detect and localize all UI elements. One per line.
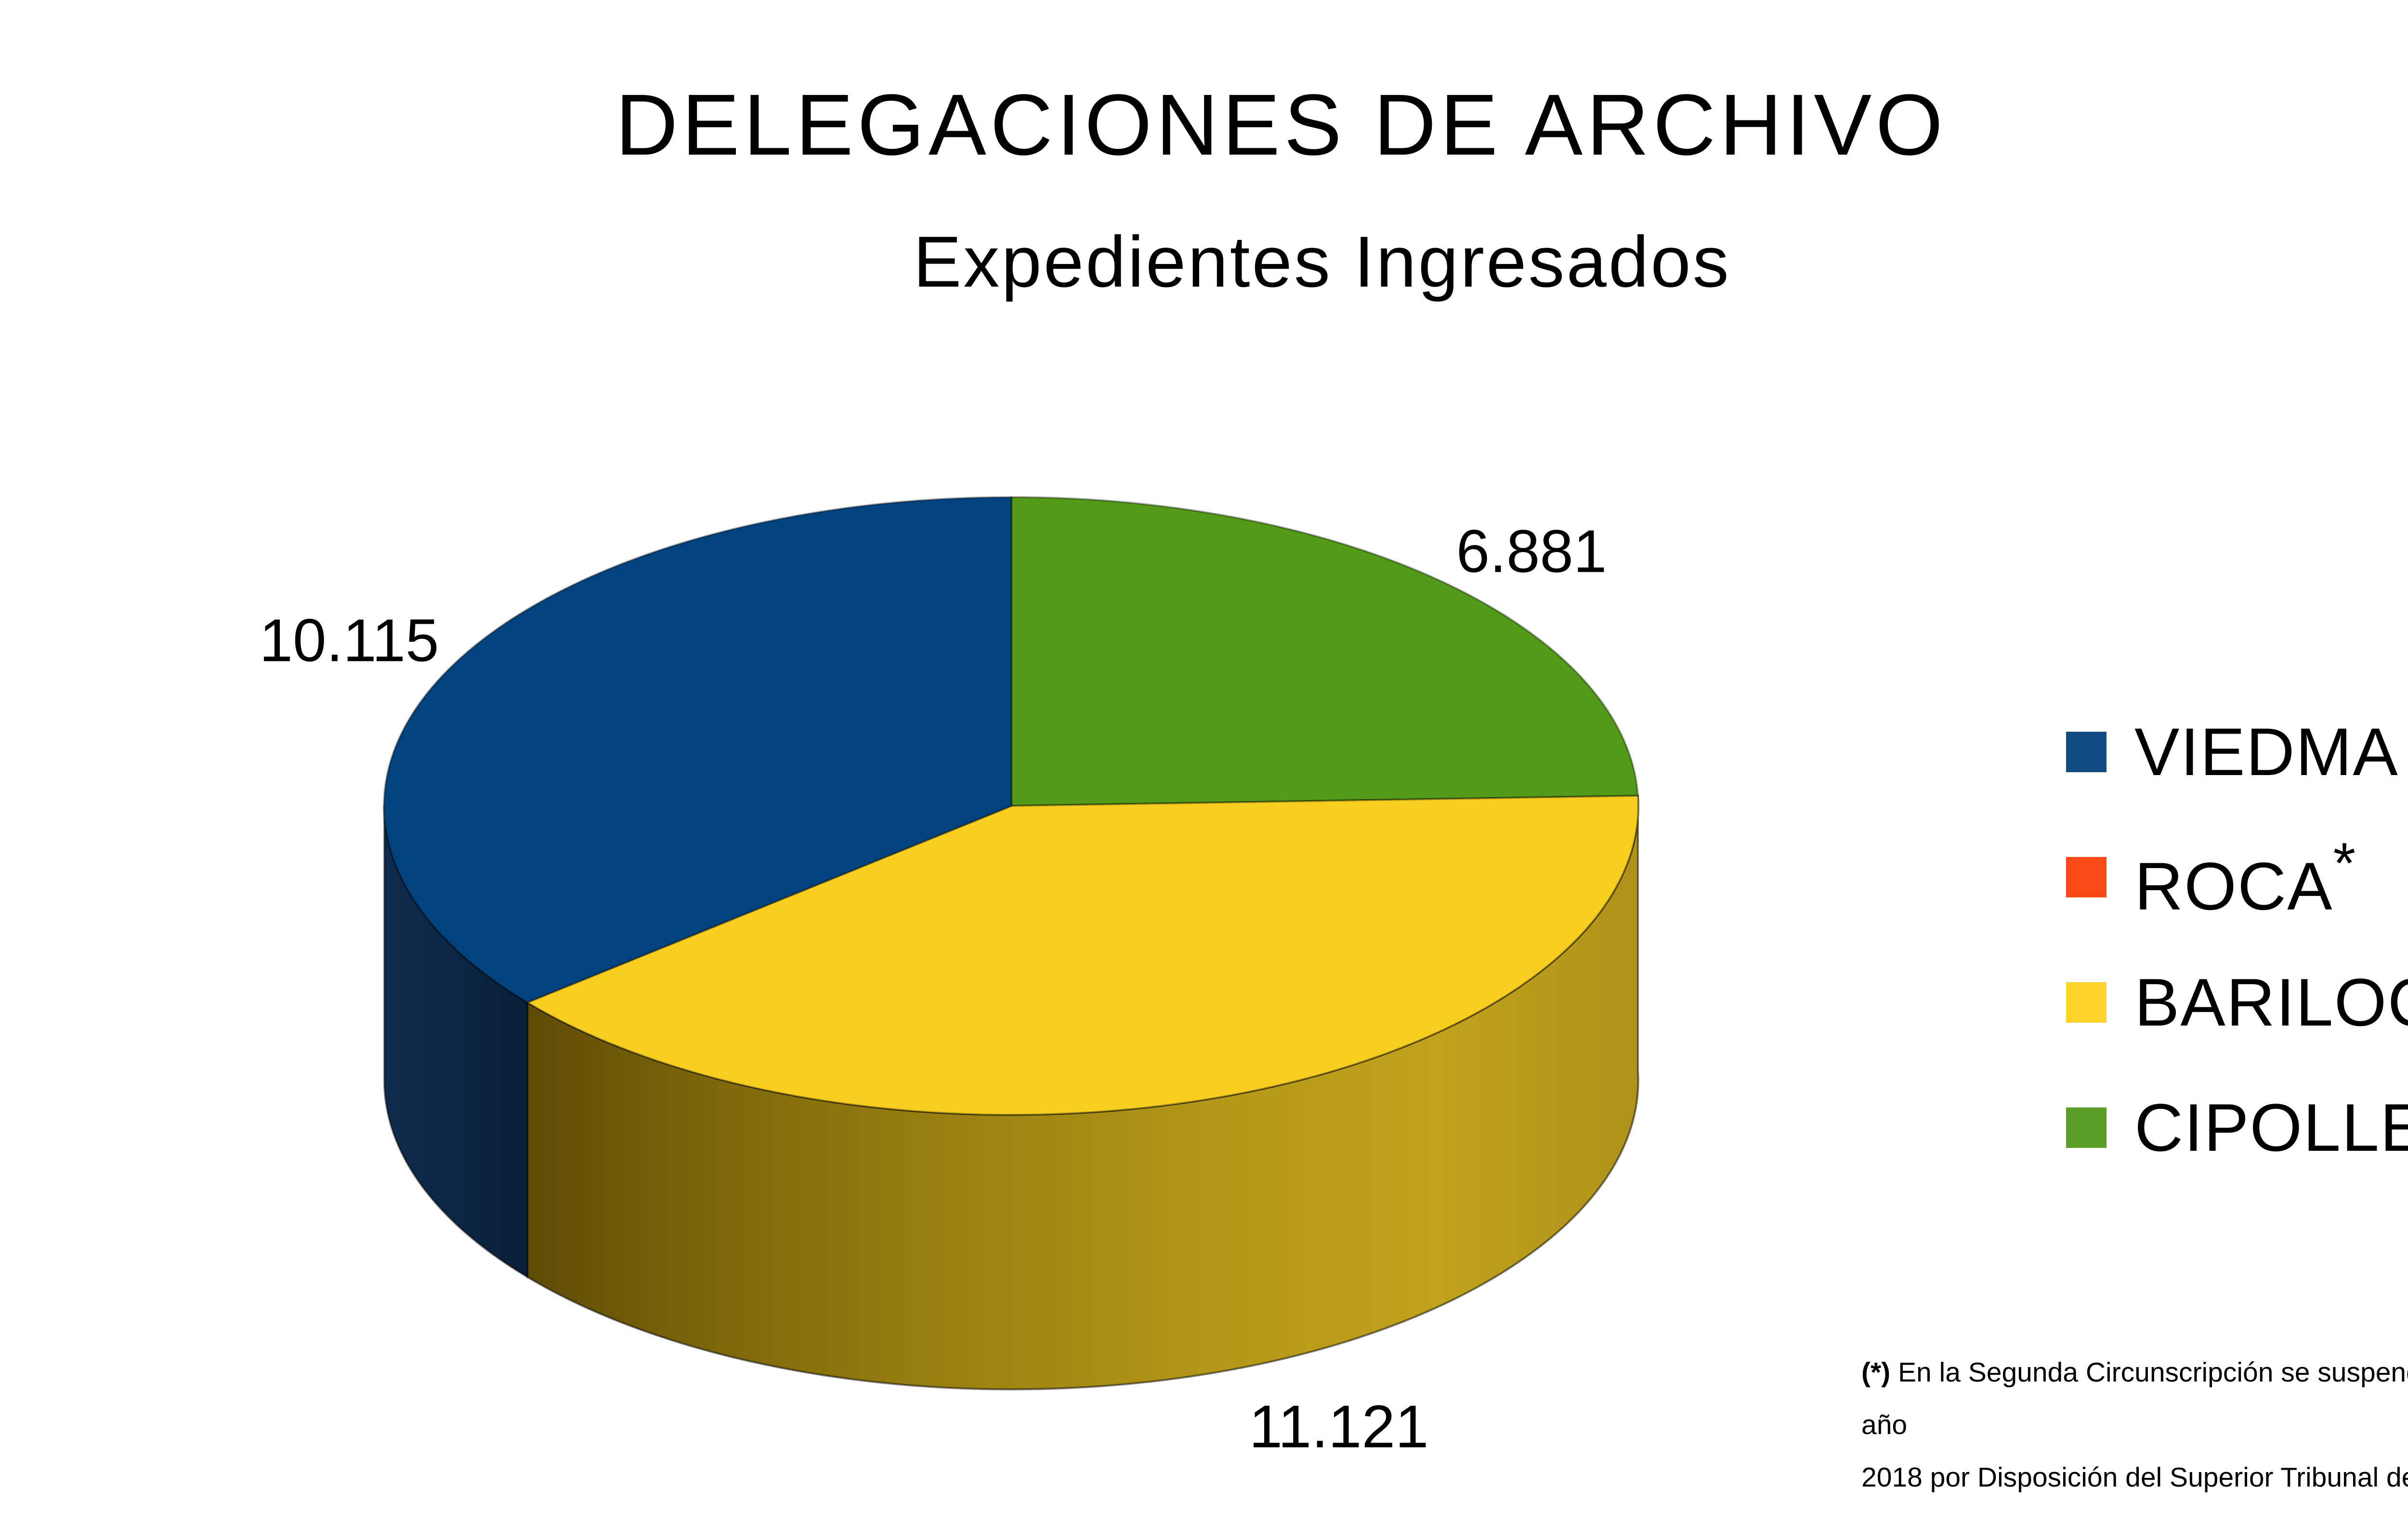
pie-slice-bariloche (526, 795, 1639, 1116)
pie-slice-cipolletti (1010, 496, 1639, 807)
legend-label-viedma: VIEDMA (2134, 714, 2399, 790)
viedma-color-square (2066, 732, 2107, 772)
legend-label-cipolletti: CIPOLLETTI (2134, 1090, 2408, 1165)
footnote-line-1-text: En la Segunda Circunscripción se suspend… (1861, 1357, 2408, 1440)
chart-title: DELEGACIONES DE ARCHIVO (615, 77, 1947, 173)
footnote: (*) En la Segunda Circunscripción se sus… (1861, 1346, 2408, 1514)
footnote-line-1: (*) En la Segunda Circunscripción se sus… (1861, 1346, 2408, 1451)
legend-label-bariloche: BARILOCHE (2134, 964, 2408, 1040)
legend-label-roca-text: ROCA (2134, 848, 2333, 924)
roca-asterisk: * (2333, 831, 2357, 895)
bariloche-color-square (2066, 982, 2107, 1023)
data-label-bariloche: 11.121 (1249, 1393, 1429, 1461)
pie-slice-viedma (383, 496, 1012, 1003)
legend-label-roca: ROCA* (2134, 834, 2356, 920)
legend-item-roca: ROCA* (2066, 834, 2356, 920)
data-label-cipolletti: 6.881 (1456, 518, 1607, 585)
legend-item-bariloche: BARILOCHE (2066, 964, 2408, 1040)
legend-item-cipolletti: CIPOLLETTI (2066, 1090, 2408, 1165)
legend-item-viedma: VIEDMA (2066, 714, 2399, 790)
legend-swatch-viedma (2066, 732, 2107, 772)
legend-swatch-roca (2066, 857, 2107, 897)
footnote-asterisk-prefix: (*) (1861, 1357, 1891, 1388)
chart-subtitle: Expedientes Ingresados (913, 221, 1731, 302)
data-label-viedma: 10.115 (259, 607, 439, 674)
roca-color-square (2066, 857, 2107, 897)
cipolletti-color-square (2066, 1107, 2107, 1148)
legend-swatch-bariloche (2066, 982, 2107, 1023)
legend-swatch-cipolletti (2066, 1107, 2107, 1148)
footnote-line-2: 2018 por Disposición del Superior Tribun… (1861, 1462, 2408, 1493)
